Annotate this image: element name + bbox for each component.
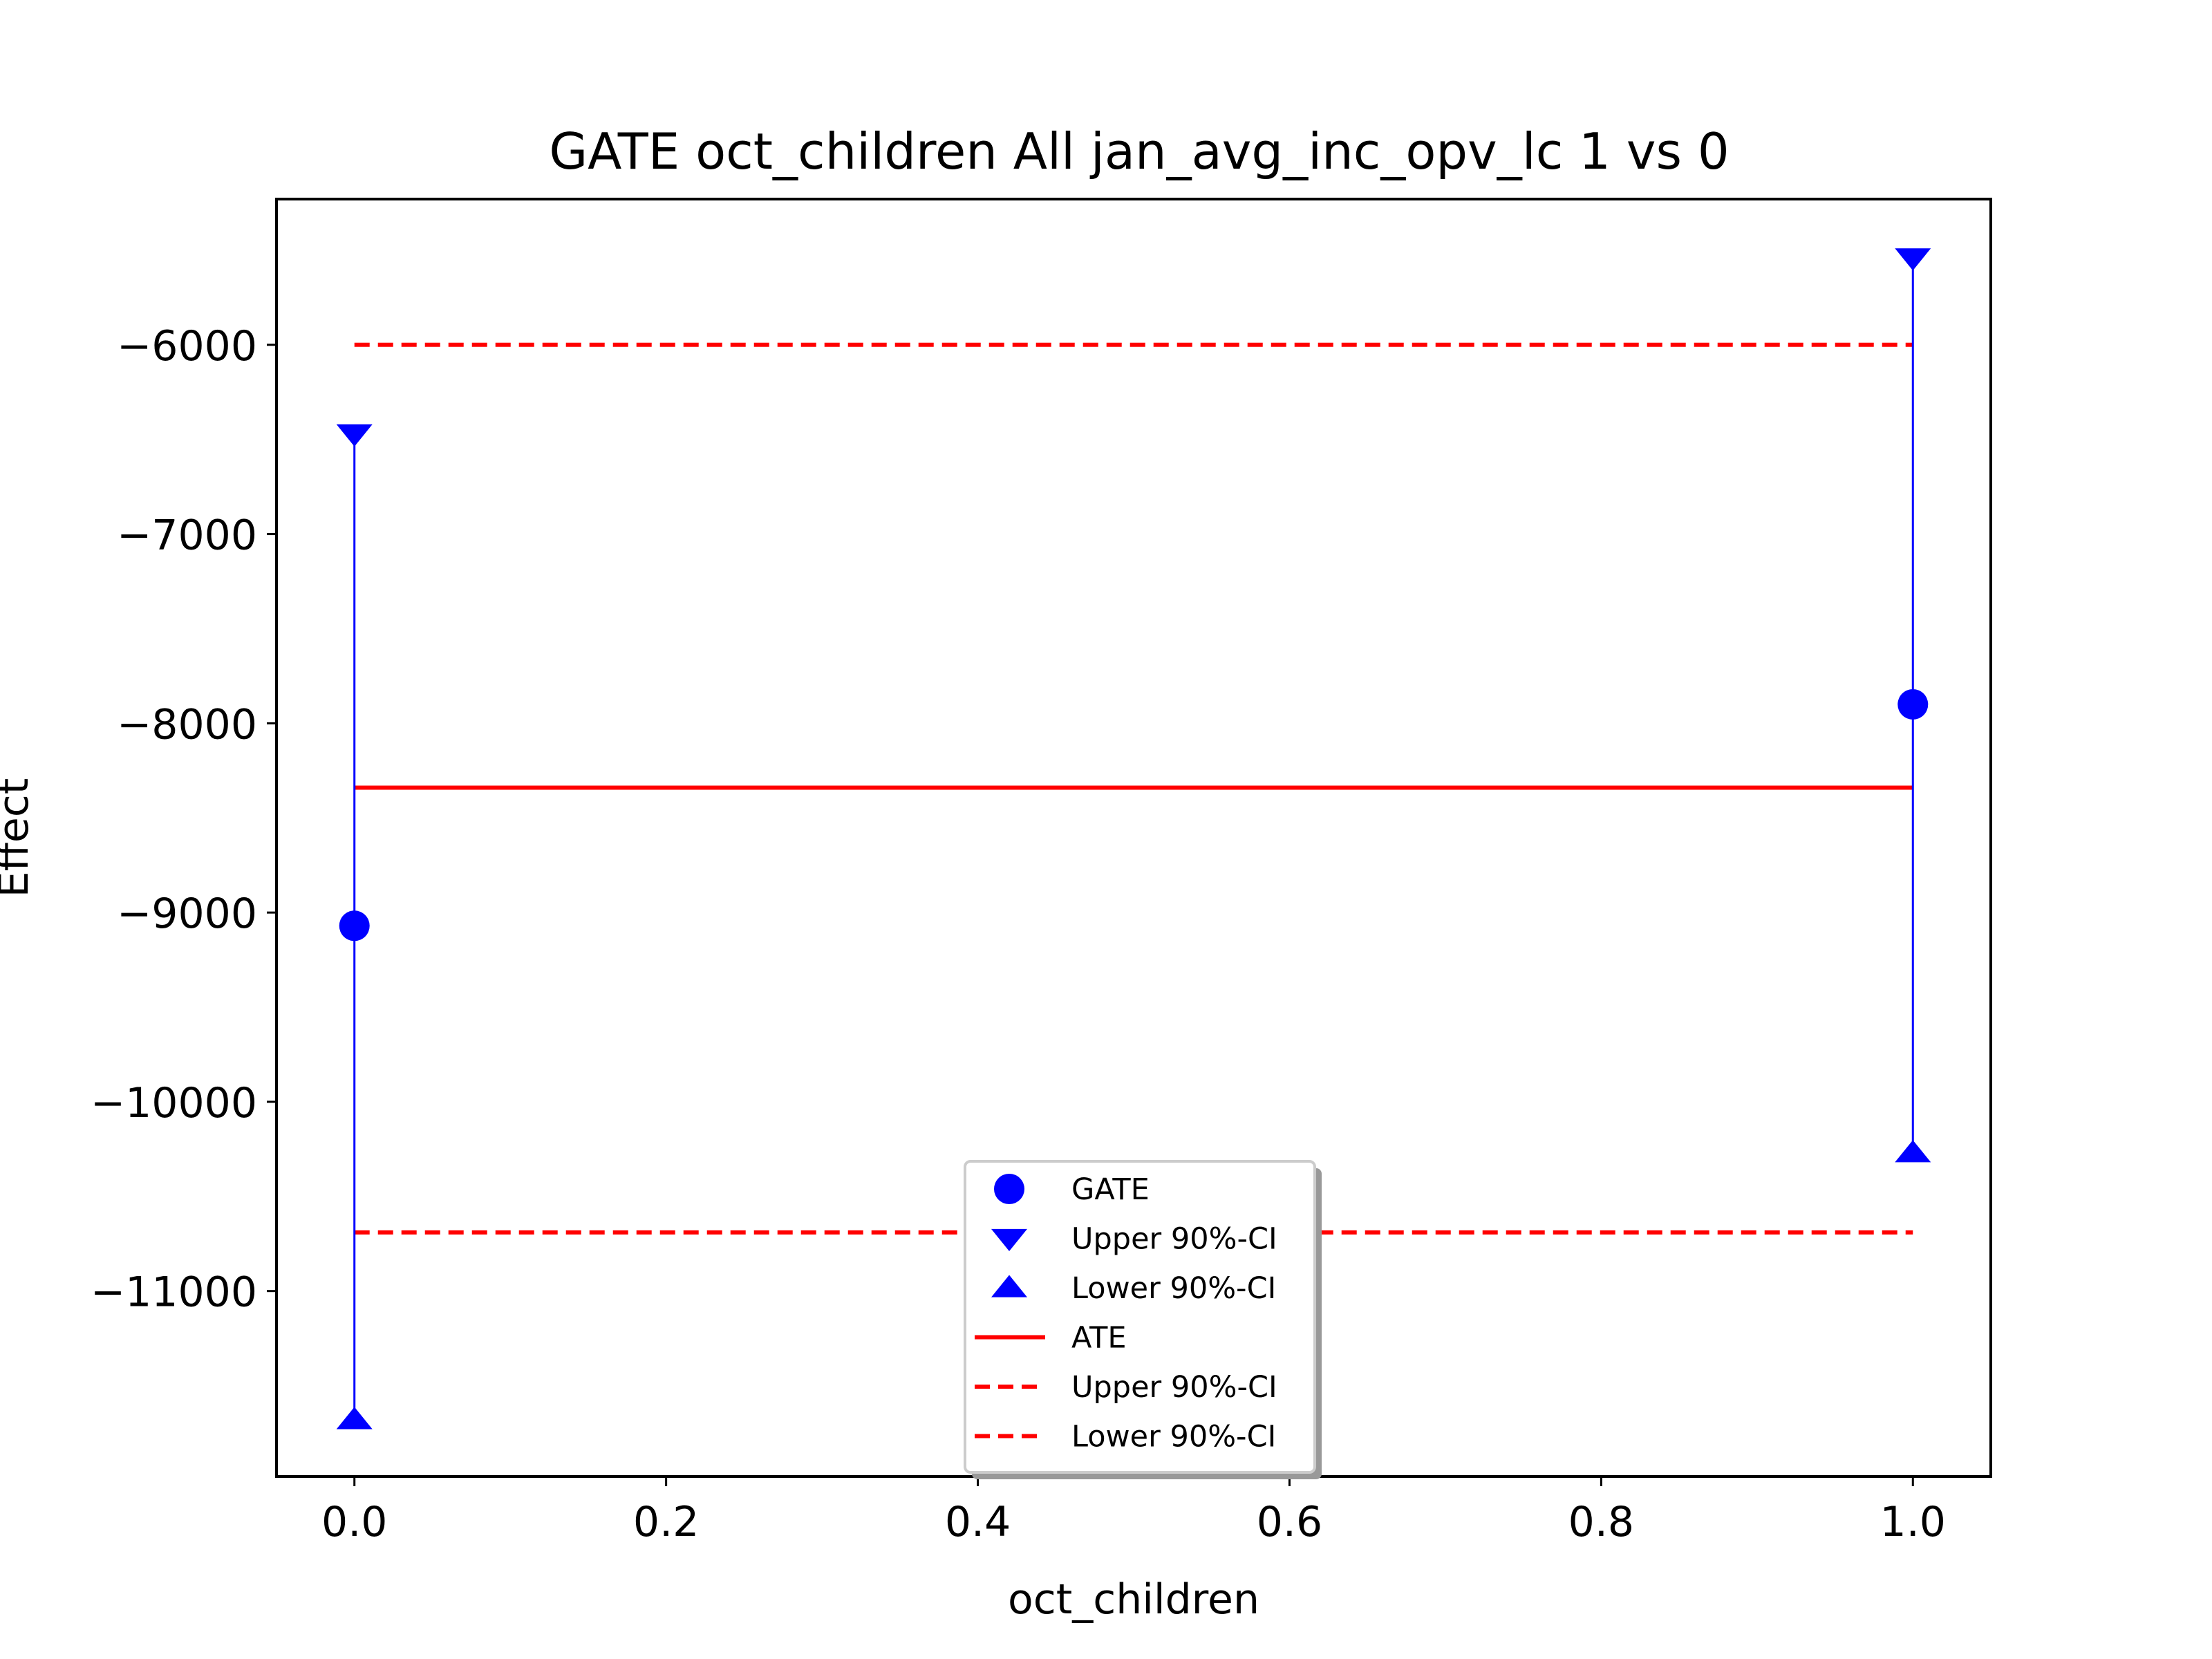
- y-tick-label-1: −7000: [117, 512, 257, 560]
- y-axis: −6000 −7000 −8000 −9000 −10000 −11000: [91, 322, 276, 1317]
- x-tick-label-5: 1.0: [1880, 1498, 1946, 1546]
- gate-point-1: [1897, 688, 1929, 720]
- gate-upper-ci-marker-1: [1895, 248, 1931, 271]
- legend-label-4: Upper 90%-CI: [1071, 1370, 1277, 1405]
- x-tick-label-1: 0.2: [633, 1498, 699, 1546]
- x-axis-label: oct_children: [1008, 1575, 1259, 1624]
- x-axis: 0.0 0.2 0.4 0.6 0.8 1.0: [321, 1477, 1946, 1546]
- gate-lower-ci-marker-1: [1895, 1140, 1931, 1163]
- legend-label-1: Upper 90%-CI: [1071, 1222, 1277, 1257]
- x-tick-label-4: 0.8: [1568, 1498, 1634, 1546]
- legend-label-5: Lower 90%-CI: [1071, 1420, 1276, 1454]
- y-tick-label-2: −8000: [117, 700, 257, 749]
- x-tick-label-0: 0.0: [321, 1498, 387, 1546]
- legend-lower-ci-marker: [991, 1275, 1027, 1297]
- y-tick-label-4: −10000: [91, 1079, 257, 1127]
- y-tick-label-0: −6000: [117, 322, 257, 371]
- gate-lower-ci-marker-0: [336, 1407, 373, 1430]
- y-axis-label: Effect: [0, 778, 38, 898]
- legend-gate-marker: [994, 1174, 1024, 1204]
- legend-label-2: Lower 90%-CI: [1071, 1271, 1276, 1306]
- y-tick-label-5: −11000: [91, 1268, 257, 1317]
- x-tick-label-2: 0.4: [945, 1498, 1011, 1546]
- y-tick-label-3: −9000: [117, 890, 257, 938]
- legend-label-0: GATE: [1071, 1172, 1150, 1207]
- legend-upper-ci-marker: [991, 1228, 1027, 1252]
- x-tick-label-3: 0.6: [1257, 1498, 1322, 1546]
- legend-label-3: ATE: [1071, 1321, 1127, 1356]
- chart-title: GATE oct_children All jan_avg_inc_opv_lc…: [549, 122, 1729, 180]
- gate-point-0: [339, 910, 370, 941]
- legend-box: [964, 1160, 1316, 1474]
- legend: GATE Upper 90%-CI Lower 90%-CI ATE Upper 90%…: [964, 1160, 1322, 1479]
- gate-upper-ci-marker-0: [336, 424, 373, 447]
